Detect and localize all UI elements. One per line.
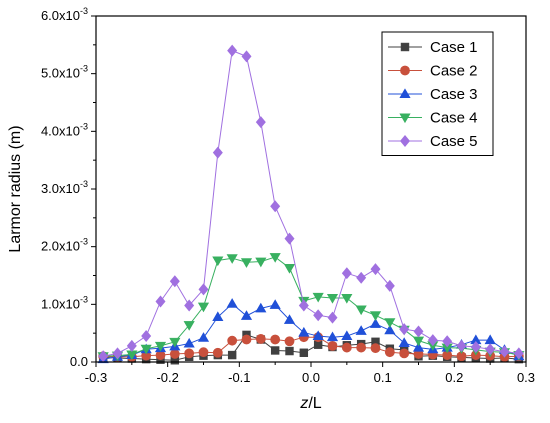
- data-point-case-1: [271, 347, 279, 355]
- series-line-case-2: [103, 337, 519, 357]
- data-point-case-5: [228, 45, 237, 56]
- data-point-case-1: [286, 347, 294, 355]
- x-axis-label: z/L: [299, 395, 321, 412]
- data-point-case-2: [342, 343, 351, 352]
- x-tick-label: 0.0: [302, 370, 320, 385]
- data-point-case-5: [342, 268, 351, 279]
- x-tick-label: 0.1: [374, 370, 392, 385]
- data-point-case-4: [385, 319, 395, 328]
- y-tick-label: 0.0: [70, 354, 88, 369]
- data-point-case-3: [270, 300, 280, 309]
- data-point-case-2: [256, 334, 265, 343]
- data-point-case-5: [414, 326, 423, 337]
- data-point-case-4: [284, 264, 294, 273]
- data-point-case-4: [213, 257, 223, 266]
- data-point-case-5: [256, 117, 265, 128]
- x-tick-label: -0.1: [228, 370, 250, 385]
- data-point-case-2: [228, 336, 237, 345]
- data-point-case-5: [213, 147, 222, 158]
- data-point-case-4: [370, 312, 380, 321]
- data-point-case-4: [241, 259, 251, 268]
- data-point-case-4: [256, 258, 266, 267]
- data-point-case-3: [342, 331, 352, 340]
- y-tick-label: 6.0x10-3: [41, 6, 88, 23]
- y-tick-label: 4.0x10-3: [41, 121, 88, 138]
- data-point-case-4: [356, 306, 366, 315]
- data-point-case-4: [342, 294, 352, 303]
- data-point-case-3: [241, 311, 251, 320]
- legend-label-case-2: Case 2: [430, 63, 478, 80]
- x-axis-label-rest: /L: [308, 395, 321, 412]
- data-point-case-2: [199, 348, 208, 357]
- x-tick-label: -0.2: [156, 370, 178, 385]
- data-point-case-2: [170, 349, 179, 358]
- x-tick-label: 0.3: [517, 370, 535, 385]
- series-line-case-4: [103, 257, 519, 356]
- data-point-case-2: [213, 348, 222, 357]
- series-line-case-3: [103, 304, 519, 359]
- data-point-case-5: [314, 310, 323, 321]
- data-point-case-5: [127, 340, 136, 351]
- y-axis-label: Larmor radius (m): [7, 125, 24, 252]
- data-point-case-3: [356, 326, 366, 335]
- data-point-case-5: [328, 312, 337, 323]
- y-tick-label: 5.0x10-3: [41, 64, 88, 81]
- legend-label-case-1: Case 1: [430, 39, 478, 56]
- data-point-case-1: [228, 351, 236, 359]
- y-tick-label: 3.0x10-3: [41, 179, 88, 196]
- data-point-case-5: [400, 324, 409, 335]
- data-point-case-2: [285, 337, 294, 346]
- x-axis-label-variable: z: [299, 395, 308, 412]
- data-point-case-3: [184, 338, 194, 347]
- legend-label-case-3: Case 3: [430, 86, 478, 103]
- data-point-case-4: [327, 294, 337, 303]
- data-point-case-5: [285, 233, 294, 244]
- data-point-case-3: [485, 335, 495, 344]
- data-point-case-5: [142, 331, 151, 342]
- legend-label-case-5: Case 5: [430, 133, 478, 150]
- data-point-case-3: [198, 333, 208, 342]
- data-point-case-2: [357, 343, 366, 352]
- data-point-case-2: [385, 348, 394, 357]
- data-point-case-2: [371, 344, 380, 353]
- data-point-case-5: [299, 300, 308, 311]
- x-tick-label: -0.3: [85, 370, 107, 385]
- data-point-case-2: [242, 335, 251, 344]
- y-tick-label: 1.0x10-3: [41, 294, 88, 311]
- data-point-case-2: [328, 341, 337, 350]
- y-tick-label: 2.0x10-3: [41, 237, 88, 254]
- data-point-case-5: [242, 51, 251, 62]
- data-point-case-2: [271, 335, 280, 344]
- legend-marker-case-1: [401, 43, 409, 51]
- data-point-case-5: [271, 201, 280, 212]
- legend: Case 1 Case 2 Case 3 Case 4 Case 5: [382, 32, 493, 156]
- data-point-case-2: [400, 349, 409, 358]
- data-point-case-3: [227, 299, 237, 308]
- data-point-case-1: [300, 349, 308, 357]
- x-tick-label: 0.2: [445, 370, 463, 385]
- legend-label-case-4: Case 4: [430, 110, 478, 127]
- data-point-case-5: [357, 272, 366, 283]
- data-point-case-5: [457, 340, 466, 351]
- data-point-case-2: [185, 349, 194, 358]
- legend-marker-case-2: [400, 66, 409, 75]
